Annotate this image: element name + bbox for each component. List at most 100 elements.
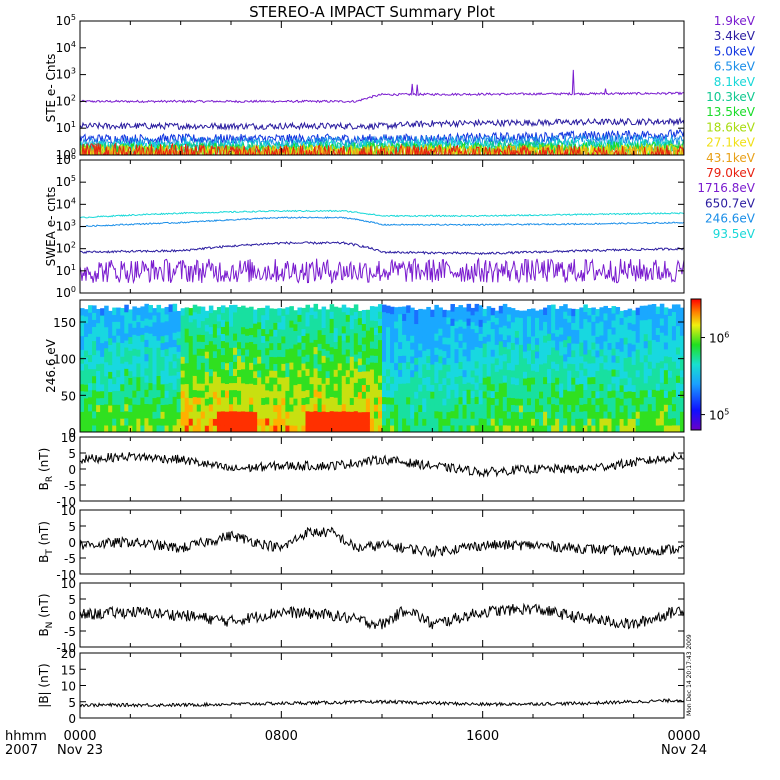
pad-cell	[506, 425, 512, 433]
pad-cell	[587, 328, 592, 337]
pad-cell	[216, 341, 222, 350]
pad-cell	[333, 313, 339, 322]
pad-cell	[502, 424, 508, 433]
pad-cell	[579, 376, 584, 385]
pad-cell	[337, 314, 343, 322]
pad-cell	[410, 362, 415, 371]
pad-cell	[108, 357, 113, 366]
pad-cell	[297, 425, 302, 433]
pad-cell	[386, 417, 391, 426]
pad-cell	[261, 425, 266, 433]
pad-cell	[128, 357, 133, 365]
pad-cell	[442, 357, 447, 365]
pad-cell	[603, 354, 608, 363]
pad-cell	[204, 384, 210, 393]
pad-cell	[603, 319, 608, 328]
pad-cell	[394, 390, 399, 398]
pad-cell	[140, 425, 145, 433]
pad-cell	[671, 375, 677, 383]
ste-ytick-label-base: 10	[56, 14, 71, 28]
pad-cell	[156, 311, 162, 320]
pad-cell	[237, 306, 242, 315]
pad-cell	[390, 390, 395, 398]
pad-cell	[639, 382, 645, 391]
pad-cell	[188, 342, 194, 350]
pad-cell	[486, 383, 492, 391]
pad-cell	[474, 303, 480, 312]
pad-cell	[144, 332, 149, 340]
pad-cell	[148, 410, 153, 419]
pad-cell	[196, 369, 202, 377]
pad-cell	[587, 418, 592, 426]
pad-cell	[301, 390, 306, 399]
pad-cell	[253, 350, 258, 358]
pad-cell	[615, 397, 621, 405]
pad-cell	[603, 382, 608, 391]
pad-cell	[136, 425, 141, 433]
pad-cell	[188, 308, 194, 316]
pad-cell	[390, 348, 395, 356]
pad-cell	[446, 344, 451, 352]
swea-ytick-label-exp: 4	[71, 196, 76, 205]
pad-cell	[88, 326, 93, 334]
pad-cell	[220, 368, 226, 377]
pad-cell	[317, 384, 323, 392]
pad-colorbar-base: 10	[709, 409, 724, 423]
pad-cell	[241, 312, 246, 321]
pad-cell	[426, 306, 431, 315]
pad-cell	[615, 411, 621, 419]
pad-cell	[285, 307, 290, 315]
pad-cell	[88, 312, 93, 320]
pad-cell	[611, 390, 617, 398]
pad-cell	[237, 327, 242, 336]
pad-cell	[188, 356, 194, 364]
pad-cell	[224, 334, 230, 343]
pad-cell	[579, 390, 584, 398]
pad-cell	[394, 348, 399, 357]
swea-ytick-label-exp: 5	[71, 174, 76, 183]
pad-cell	[430, 411, 435, 419]
pad-cell	[196, 425, 202, 433]
pad-cell	[245, 342, 250, 350]
pad-cell	[204, 378, 210, 386]
pad-cell	[434, 410, 439, 419]
pad-cell	[84, 425, 89, 433]
pad-cell	[96, 308, 101, 317]
pad-cell	[394, 376, 399, 384]
pad-cell	[212, 391, 218, 399]
pad-cell	[490, 390, 496, 399]
pad-cell	[148, 312, 153, 320]
pad-cell	[635, 349, 641, 357]
pad-cell	[607, 328, 613, 337]
pad-cell	[502, 353, 508, 362]
pad-cell	[667, 377, 673, 385]
legend-entry: 18.6keV	[706, 120, 756, 134]
pad-cell	[377, 304, 383, 312]
pad-cell	[438, 335, 443, 343]
pad-cell	[603, 389, 608, 398]
pad-cell	[526, 322, 532, 331]
pad-cell	[228, 354, 234, 362]
pad-cell	[611, 418, 617, 426]
pad-cell	[361, 323, 367, 331]
pad-cell	[478, 382, 484, 391]
pad-cell	[184, 411, 190, 419]
pad-cell	[297, 342, 302, 350]
pad-cell	[663, 397, 669, 405]
pad-cell	[470, 397, 476, 405]
pad-cell	[498, 417, 504, 426]
pad-cell	[365, 357, 371, 365]
pad-cell	[245, 349, 250, 357]
pad-cell	[309, 355, 315, 364]
pad-cell	[237, 341, 242, 350]
pad-cell	[224, 376, 230, 384]
pad-cell	[128, 411, 133, 419]
pad-cell	[494, 411, 500, 420]
pad-cell	[667, 356, 673, 364]
pad-cell	[96, 418, 101, 426]
pad-cell	[341, 368, 347, 376]
pad-cell	[494, 351, 500, 359]
pad-cell	[96, 384, 101, 392]
pad-cell	[277, 418, 282, 426]
